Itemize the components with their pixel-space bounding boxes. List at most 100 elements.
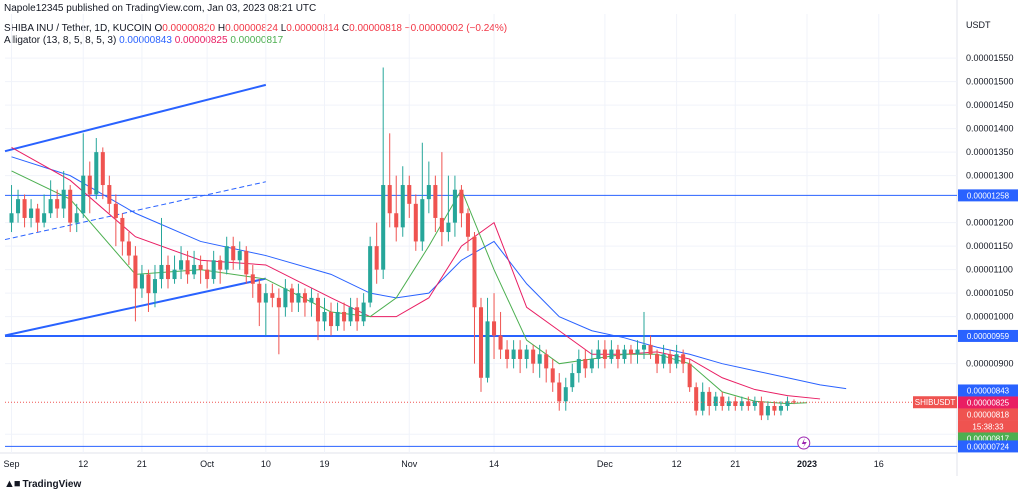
candle-body bbox=[22, 199, 27, 218]
candle-body bbox=[615, 349, 620, 359]
candle-body bbox=[492, 321, 497, 336]
candle-body bbox=[152, 279, 157, 294]
candle-body bbox=[589, 358, 594, 369]
price-badge: 0.00000818 bbox=[967, 410, 1010, 419]
candle-body bbox=[302, 293, 307, 303]
candle-body bbox=[452, 189, 457, 223]
candle-body bbox=[700, 391, 705, 411]
candle-body bbox=[394, 213, 399, 228]
candle-body bbox=[746, 401, 751, 406]
candle-body bbox=[622, 349, 627, 359]
y-tick-label: 0.00001200 bbox=[966, 218, 1014, 228]
candle-body bbox=[146, 274, 151, 294]
x-tick-label: 10 bbox=[261, 459, 271, 469]
candle-body bbox=[342, 311, 347, 322]
y-tick-label: 0.00001000 bbox=[966, 312, 1014, 322]
lips-value: 0.00000817 bbox=[230, 35, 284, 46]
candle-body bbox=[720, 396, 725, 406]
candle-body bbox=[74, 213, 79, 223]
candle-body bbox=[661, 354, 666, 364]
candle-body bbox=[374, 246, 379, 270]
candle-body bbox=[237, 250, 242, 261]
publisher-line: Napole12345 published on TradingView.com… bbox=[4, 3, 317, 14]
tradingview-brand-text: TradingView bbox=[22, 478, 82, 490]
symbol-legend[interactable]: SHIBA INU / Tether, 1D, KUCOIN O0.000008… bbox=[4, 23, 507, 34]
countdown-badge: 15:38:33 bbox=[972, 422, 1004, 431]
candle-body bbox=[94, 152, 99, 195]
candle-body bbox=[531, 349, 536, 364]
candle-body bbox=[674, 354, 679, 364]
price-axis-unit: USDT bbox=[966, 20, 991, 30]
candle-body bbox=[459, 189, 464, 214]
candle-body bbox=[355, 307, 360, 322]
candle-body bbox=[518, 349, 523, 359]
candle-body bbox=[511, 349, 516, 359]
candle-body bbox=[368, 246, 373, 303]
lightning-icon-glyph bbox=[801, 438, 807, 448]
candle-body bbox=[765, 405, 770, 416]
candle-body bbox=[133, 255, 138, 289]
y-tick-label: 0.00001100 bbox=[966, 265, 1013, 275]
candle-body bbox=[263, 293, 268, 303]
x-tick-label: 12 bbox=[672, 459, 682, 469]
candle-body bbox=[420, 199, 425, 242]
candle-body bbox=[752, 401, 757, 406]
candle-body bbox=[778, 405, 783, 411]
candle-body bbox=[250, 274, 255, 284]
candle-body bbox=[16, 199, 21, 214]
candle-body bbox=[296, 293, 301, 303]
y-tick-label: 0.00001550 bbox=[966, 53, 1014, 63]
candle-body bbox=[81, 175, 86, 214]
candle-body bbox=[478, 307, 484, 378]
tradingview-logo[interactable]: ▲■ TradingView bbox=[4, 478, 81, 490]
price-badge: 0.00000817 bbox=[967, 434, 1010, 443]
y-tick-label: 0.00001050 bbox=[966, 288, 1014, 298]
candle-body bbox=[628, 349, 633, 355]
candle-body bbox=[68, 189, 73, 223]
candle-body bbox=[583, 358, 588, 369]
x-tick-label: Dec bbox=[597, 459, 614, 469]
y-tick-label: 0.00001500 bbox=[966, 77, 1014, 87]
candle-body bbox=[739, 401, 744, 406]
candle-body bbox=[48, 199, 53, 214]
indicator-legend[interactable]: Alligator (13, 8, 5, 8, 5, 3) 0.00000843… bbox=[4, 35, 283, 46]
ohlc-change: −0.00000002 (−0.24%) bbox=[404, 23, 508, 34]
candle-body bbox=[772, 405, 777, 411]
symbol-tag-bg bbox=[913, 396, 957, 409]
candle-body bbox=[257, 283, 262, 303]
candle-body bbox=[413, 203, 418, 242]
candle-body bbox=[641, 344, 647, 350]
candle-body bbox=[244, 250, 249, 275]
ohlc-open: 0.00000820 bbox=[162, 23, 216, 34]
x-tick-label: Sep bbox=[4, 459, 20, 469]
ohlc-low: 0.00000814 bbox=[286, 23, 340, 34]
candle-body bbox=[648, 344, 653, 355]
level-badge: 0.00000724 bbox=[967, 442, 1010, 451]
candle-body bbox=[472, 236, 477, 308]
candle-body bbox=[557, 382, 562, 402]
candle-body bbox=[100, 152, 105, 186]
candle-body bbox=[381, 185, 386, 270]
candle-body bbox=[185, 260, 190, 275]
candle-body bbox=[361, 302, 366, 322]
trend-line bbox=[4, 83, 267, 153]
candle-body bbox=[439, 217, 444, 233]
candle-body bbox=[485, 321, 490, 378]
level-badge-bg bbox=[958, 440, 1018, 453]
candle-body bbox=[348, 307, 353, 322]
candle-body bbox=[791, 401, 797, 403]
candle-body bbox=[570, 373, 575, 388]
candle-body bbox=[785, 401, 790, 406]
x-tick-label: 21 bbox=[137, 459, 147, 469]
price-badge-bg bbox=[958, 396, 1018, 409]
candle-body bbox=[505, 349, 510, 359]
candle-body bbox=[635, 349, 640, 355]
candle-body bbox=[179, 260, 184, 270]
x-tick-label: 14 bbox=[489, 459, 499, 469]
candle-body bbox=[602, 349, 607, 359]
candle-body bbox=[120, 217, 125, 242]
candle-body bbox=[87, 175, 92, 195]
candle-body bbox=[733, 401, 738, 406]
candle-body bbox=[524, 349, 529, 359]
